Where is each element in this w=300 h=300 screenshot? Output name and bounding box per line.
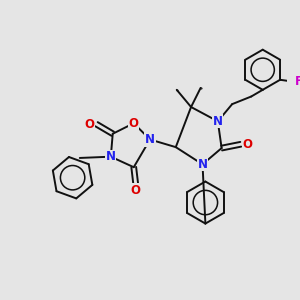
Text: N: N bbox=[213, 115, 223, 128]
Text: O: O bbox=[131, 184, 141, 196]
Text: N: N bbox=[106, 150, 116, 163]
Text: O: O bbox=[85, 118, 95, 131]
Text: O: O bbox=[242, 138, 252, 151]
Text: O: O bbox=[129, 117, 139, 130]
Text: N: N bbox=[145, 133, 155, 146]
Text: N: N bbox=[197, 158, 208, 171]
Text: F: F bbox=[295, 75, 300, 88]
